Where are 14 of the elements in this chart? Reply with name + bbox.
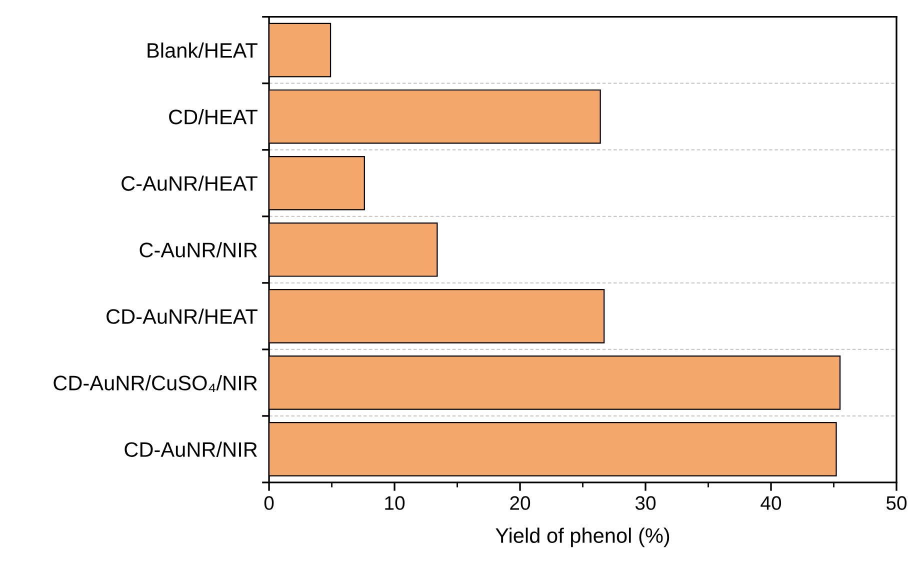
x-tick-label: 50 — [886, 496, 907, 510]
y-tick-label: CD/HEAT — [169, 109, 258, 124]
y-tick-label: Blank/HEAT — [148, 42, 258, 58]
x-tick-label: 40 — [760, 496, 782, 510]
y-tick-label: CD-AuNR/CuSO₄/NIR — [54, 375, 257, 392]
y-tick-label: C-AuNR/NIR — [140, 242, 257, 258]
x-tick-label: 0 — [264, 496, 274, 510]
x-axis-title: Yield of phenol (%) — [496, 528, 670, 548]
y-tick-label: CD-AuNR/NIR — [124, 442, 257, 457]
x-tick-label: 30 — [635, 496, 656, 510]
x-tick-label: 20 — [510, 496, 530, 510]
y-tick-label: CD-AuNR/HEAT — [106, 308, 258, 324]
y-tick-label: C-AuNR/HEAT — [122, 176, 258, 191]
x-tick-label: 10 — [385, 496, 405, 510]
